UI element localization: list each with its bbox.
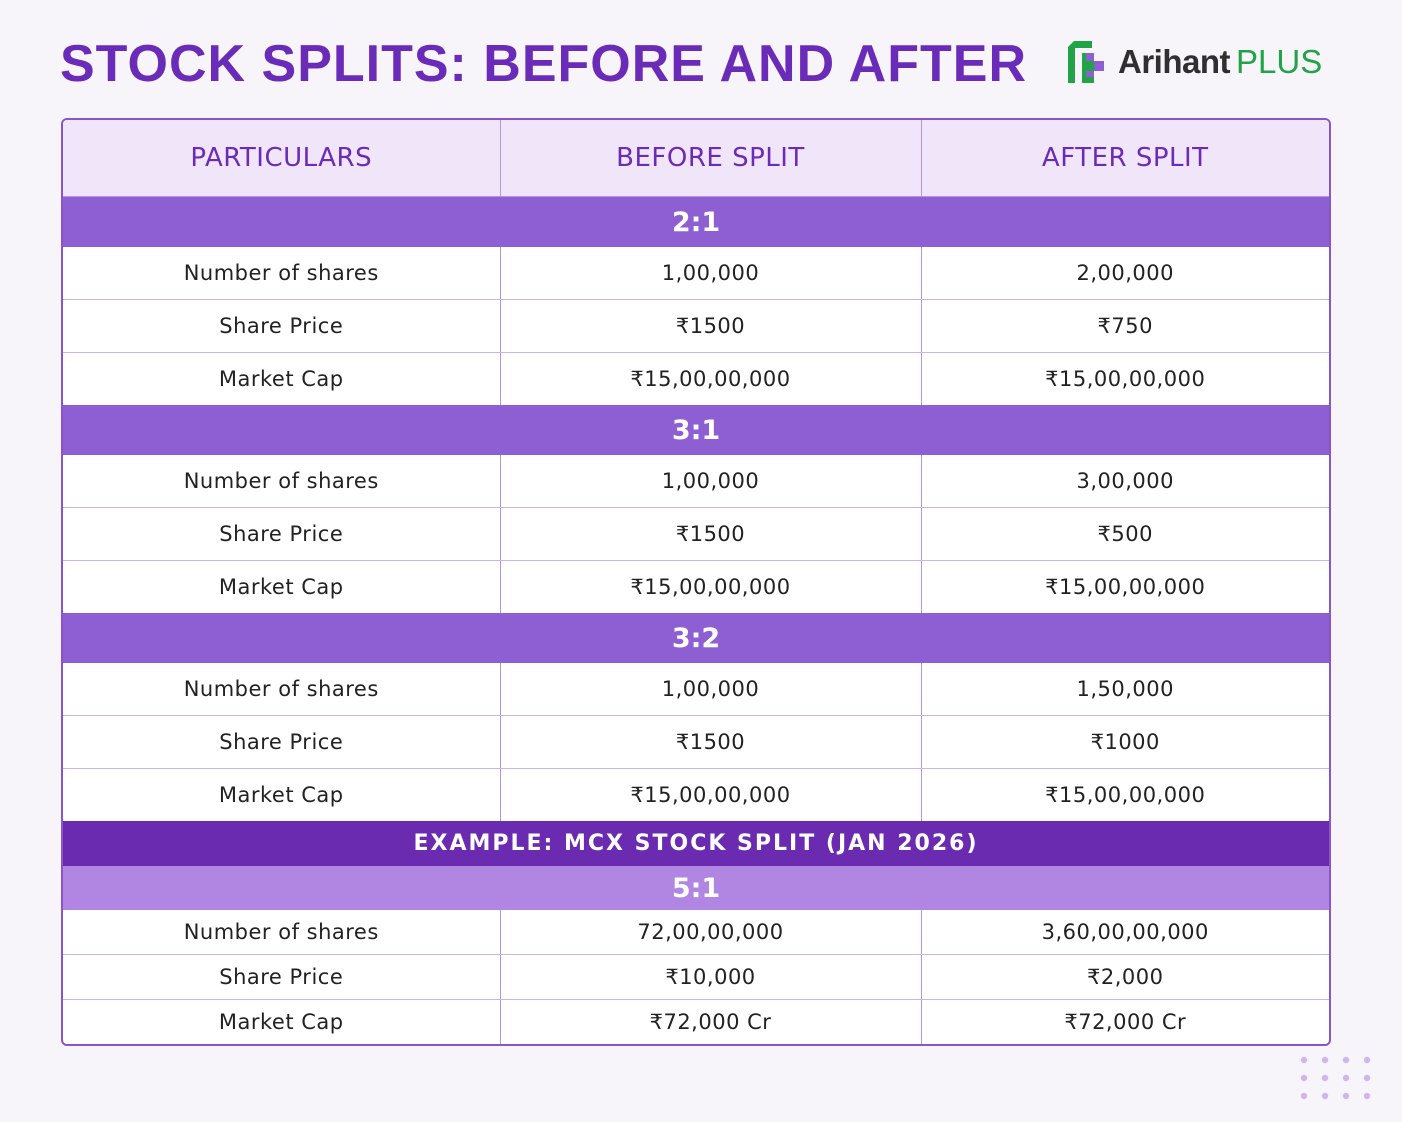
after-value: ₹1000 [921,715,1329,769]
example-heading: EXAMPLE: MCX STOCK SPLIT (JAN 2026) [63,821,1329,866]
row-label: Market Cap [63,352,501,405]
after-value: ₹15,00,00,000 [1045,783,1206,807]
header-particulars: PARTICULARS [63,120,501,197]
table-row: Share Price ₹10,000 ₹2,000 [63,954,1329,1000]
before-value: ₹15,00,00,000 [500,560,922,613]
example-heading-row: EXAMPLE: MCX STOCK SPLIT (JAN 2026) [63,821,1329,866]
ratio-label: 3:1 [63,405,1329,455]
table-row: Share Price ₹1500 ₹750 [63,299,1329,353]
row-label: Market Cap [63,768,501,821]
after-value: 1,50,000 [921,663,1329,716]
table-row: Market Cap ₹72,000 Cr ₹72,000 Cr [63,999,1329,1044]
brand-name: Arihant [1118,43,1231,80]
header-before-split: BEFORE SPLIT [500,120,922,197]
after-value: 2,00,000 [921,247,1329,300]
ratio-label: 5:1 [63,866,1329,910]
table-row: Number of shares 1,00,000 3,00,000 [63,455,1329,508]
header-after-split: AFTER SPLIT [921,120,1329,197]
row-label: Share Price [63,507,501,561]
page-title: STOCK SPLITS: BEFORE AND AFTER [60,35,1027,93]
table-row: Number of shares 1,00,000 2,00,000 [63,247,1329,300]
after-value: ₹750 [921,299,1329,353]
after-value: 3,00,000 [921,455,1329,508]
row-label: Number of shares [63,455,501,508]
before-value: ₹1500 [500,715,922,769]
table-header-row: PARTICULARS BEFORE SPLIT AFTER SPLIT [63,120,1329,197]
before-value: ₹15,00,00,000 [500,768,922,821]
row-label: Share Price [63,954,501,1000]
decorative-dots-icon [1300,1056,1371,1100]
row-label: Market Cap [63,999,501,1044]
before-value: 1,00,000 [500,663,922,716]
ratio-row-3-2: 3:2 [63,613,1329,663]
row-label: Share Price [63,715,501,769]
before-value: ₹1500 [500,299,922,353]
brand-suffix: PLUS [1236,43,1323,80]
stock-split-table: PARTICULARS BEFORE SPLIT AFTER SPLIT 2:1… [61,118,1331,1046]
before-value: 72,00,00,000 [500,910,922,955]
row-label: Number of shares [63,663,501,716]
before-value: 1,00,000 [500,455,922,508]
ratio-label: 3:2 [63,613,1329,663]
table-row: Share Price ₹1500 ₹1000 [63,715,1329,769]
ratio-row-5-1: 5:1 [63,866,1329,910]
ratio-row-2-1: 2:1 [63,196,1329,247]
after-value: ₹500 [921,507,1329,561]
row-label: Number of shares [63,910,501,955]
after-value: ₹2,000 [921,954,1329,1000]
before-value: ₹10,000 [500,954,922,1000]
table-row: Share Price ₹1500 ₹500 [63,507,1329,561]
before-value: ₹15,00,00,000 [500,352,922,405]
after-value: ₹72,000 Cr [1064,1010,1187,1034]
table-row: Number of shares 72,00,00,000 3,60,00,00… [63,910,1329,955]
before-value: ₹72,000 Cr [500,999,922,1044]
row-label: Market Cap [63,560,501,613]
after-value: 3,60,00,00,000 [921,910,1329,955]
arihant-logo-icon [1068,41,1104,83]
row-label: Share Price [63,299,501,353]
ratio-label: 2:1 [63,196,1329,247]
table-row: Market Cap ₹15,00,00,000 ₹15,00,00,000 [63,560,1329,613]
table-row: Market Cap ₹15,00,00,000 ₹15,00,00,000 [63,352,1329,405]
before-value: ₹1500 [500,507,922,561]
row-label: Number of shares [63,247,501,300]
table-row: Market Cap ₹15,00,00,000 ₹15,00,00,000 [63,768,1329,821]
ratio-row-3-1: 3:1 [63,405,1329,455]
brand-logo: Arihant PLUS [1068,41,1322,83]
after-value: ₹15,00,00,000 [1045,575,1206,599]
after-value: ₹15,00,00,000 [1045,367,1206,391]
table-row: Number of shares 1,00,000 1,50,000 [63,663,1329,716]
before-value: 1,00,000 [500,247,922,300]
